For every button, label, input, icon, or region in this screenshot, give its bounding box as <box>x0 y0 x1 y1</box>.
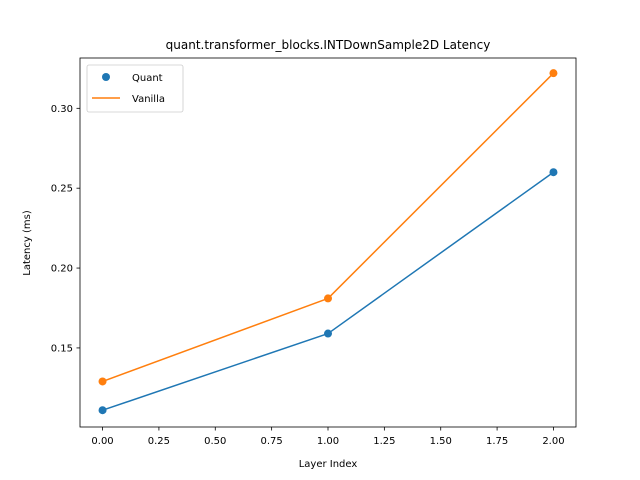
x-tick-label: 0.50 <box>204 436 226 447</box>
y-tick-label: 0.30 <box>51 104 73 115</box>
data-point-quant <box>324 329 332 338</box>
x-tick-label: 1.25 <box>373 436 395 447</box>
data-point-vanilla <box>549 69 558 78</box>
x-axis-label: Layer Index <box>299 459 358 470</box>
y-tick-label: 0.15 <box>51 343 73 354</box>
legend: Quant Vanilla <box>86 64 184 113</box>
x-tick-label: 2.00 <box>542 436 564 447</box>
x-tick-label: 0.25 <box>148 436 170 447</box>
x-tick-label: 1.75 <box>486 436 508 447</box>
y-tick-label: 0.20 <box>51 264 73 275</box>
chart-title: quant.transformer_blocks.INTDownSample2D… <box>166 38 491 52</box>
axes-frame <box>79 57 577 428</box>
data-point-quant <box>98 406 107 415</box>
plot-area: 0.00 0.25 0.50 0.75 1.00 1.25 1.50 1.75 2.00 0.15… <box>51 57 577 447</box>
y-tick-label: 0.25 <box>51 184 73 195</box>
data-point-quant <box>549 168 558 177</box>
legend-box <box>86 64 184 113</box>
legend-marker-quant <box>102 73 110 81</box>
y-axis-label: Latency (ms) <box>22 210 33 276</box>
data-point-vanilla <box>98 377 107 386</box>
x-tick-label: 1.50 <box>430 436 452 447</box>
x-tick-label: 0.00 <box>91 436 113 447</box>
x-tick-label: 0.75 <box>261 436 283 447</box>
legend-label-quant: Quant <box>132 73 163 84</box>
legend-label-vanilla: Vanilla <box>132 94 165 105</box>
data-point-vanilla <box>324 294 332 303</box>
x-tick-label: 1.00 <box>317 436 339 447</box>
